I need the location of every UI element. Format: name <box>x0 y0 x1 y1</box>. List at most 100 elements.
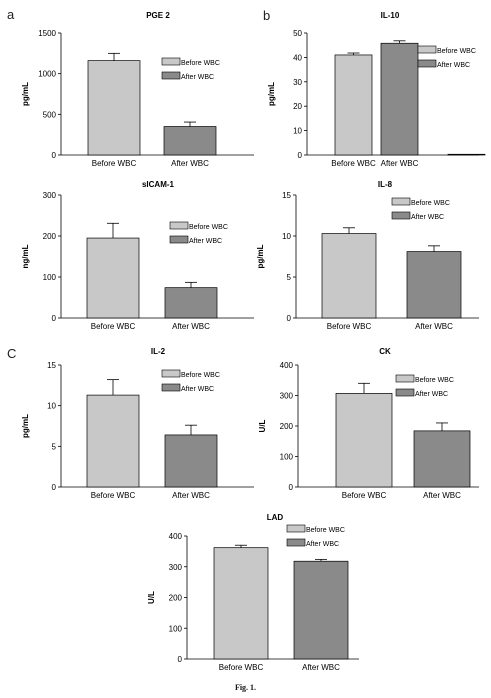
x-tick-label: Before WBC <box>92 159 137 168</box>
x-tick-label: Before WBC <box>342 491 387 500</box>
y-axis-label: pg/mL <box>21 82 30 106</box>
chart-title: PGE 2 <box>146 11 170 20</box>
legend-label: Before WBC <box>306 527 345 534</box>
legend-label: Before WBC <box>181 60 220 67</box>
x-tick-label: Before WBC <box>219 663 264 672</box>
x-tick-label: Before WBC <box>327 322 372 331</box>
chart-title: IL-10 <box>381 11 400 20</box>
legend-swatch-after <box>161 71 181 80</box>
y-tick-label: 1000 <box>38 70 56 79</box>
y-tick-label: 0 <box>52 151 57 160</box>
bar-before <box>86 237 140 319</box>
y-tick-label: 0 <box>289 483 294 492</box>
legend-swatch-after <box>286 538 306 547</box>
bar-before <box>335 393 393 488</box>
x-tick-label: After WBC <box>171 159 209 168</box>
legend-swatch-after <box>391 211 411 220</box>
y-tick-label: 0 <box>298 151 303 160</box>
x-tick-label: After WBC <box>423 491 461 500</box>
y-tick-label: 500 <box>43 110 57 119</box>
legend-label: After WBC <box>411 214 444 221</box>
y-tick-label: 15 <box>47 361 56 370</box>
y-tick-label: 50 <box>293 29 302 38</box>
x-tick-label: Before WBC <box>91 491 136 500</box>
y-tick-label: 100 <box>169 624 183 633</box>
y-tick-label: 5 <box>52 442 57 451</box>
y-tick-label: 400 <box>169 532 183 541</box>
legend-label: Before WBC <box>411 200 450 207</box>
y-tick-label: 15 <box>282 191 291 200</box>
bar-before <box>334 54 373 156</box>
bar-after <box>164 434 218 488</box>
legend-swatch-before <box>417 45 437 54</box>
x-tick-label: Before WBC <box>91 322 136 331</box>
bar-before <box>87 60 141 156</box>
legend-swatch-after <box>395 388 415 397</box>
x-tick-label: Before WBC <box>331 159 376 168</box>
y-axis-label: pg/mL <box>21 414 30 438</box>
x-tick-label: After WBC <box>302 663 340 672</box>
legend-swatch-before <box>161 57 181 66</box>
legend-label: After WBC <box>306 541 339 548</box>
legend-label: After WBC <box>415 391 448 398</box>
x-tick-label: After WBC <box>381 159 419 168</box>
y-tick-label: 200 <box>43 232 57 241</box>
y-tick-label: 400 <box>280 361 294 370</box>
legend-swatch-after <box>417 59 437 68</box>
bar-before <box>321 233 377 319</box>
y-tick-label: 40 <box>293 53 302 62</box>
legend-label: Before WBC <box>437 48 476 55</box>
y-tick-label: 300 <box>280 392 294 401</box>
y-tick-label: 0 <box>287 314 292 323</box>
y-tick-label: 10 <box>47 402 56 411</box>
figure-caption: Fig. 1. <box>234 683 257 692</box>
y-tick-label: 200 <box>169 594 183 603</box>
legend-swatch-after <box>169 235 189 244</box>
x-tick-label: After WBC <box>172 322 210 331</box>
chart-title: sICAM-1 <box>142 180 175 189</box>
y-tick-label: 30 <box>293 78 302 87</box>
legend-swatch-before <box>391 197 411 206</box>
y-tick-label: 200 <box>280 422 294 431</box>
chart-title: CK <box>379 347 391 356</box>
y-tick-label: 1500 <box>38 29 56 38</box>
x-tick-label: After WBC <box>415 322 453 331</box>
y-tick-label: 100 <box>280 453 294 462</box>
legend-swatch-after <box>161 383 181 392</box>
legend-swatch-before <box>169 221 189 230</box>
legend-swatch-before <box>161 369 181 378</box>
bar-after <box>164 287 218 319</box>
y-tick-label: 0 <box>178 655 183 664</box>
x-tick-label: After WBC <box>172 491 210 500</box>
panel-letter-b: b <box>263 8 271 23</box>
y-axis-label: pg/mL <box>267 82 276 106</box>
bar-before <box>213 547 269 660</box>
bar-after <box>380 42 419 156</box>
legend-label: Before WBC <box>415 377 454 384</box>
legend-label: Before WBC <box>189 224 228 231</box>
panel-letter-a: a <box>7 7 15 22</box>
y-tick-label: 300 <box>169 563 183 572</box>
legend-label: After WBC <box>437 62 470 69</box>
panel-letter-c: C <box>7 346 17 361</box>
legend-label: After WBC <box>181 74 214 81</box>
y-axis-label: pg/mL <box>256 244 265 268</box>
y-tick-label: 0 <box>52 483 57 492</box>
y-tick-label: 20 <box>293 102 302 111</box>
bar-before <box>86 394 140 488</box>
legend-label: Before WBC <box>181 372 220 379</box>
bar-after <box>413 430 471 488</box>
chart-title: IL-2 <box>151 347 166 356</box>
y-tick-label: 0 <box>52 314 57 323</box>
chart-title: IL-8 <box>378 180 393 189</box>
legend-label: After WBC <box>189 238 222 245</box>
chart-title: LAD <box>267 513 284 522</box>
y-axis-label: U/L <box>147 591 156 604</box>
bar-after <box>406 251 462 319</box>
y-tick-label: 10 <box>293 127 302 136</box>
y-tick-label: 10 <box>282 232 291 241</box>
legend-label: After WBC <box>181 386 214 393</box>
y-axis-label: ng/mL <box>21 244 30 268</box>
y-axis-label: U/L <box>258 419 267 432</box>
